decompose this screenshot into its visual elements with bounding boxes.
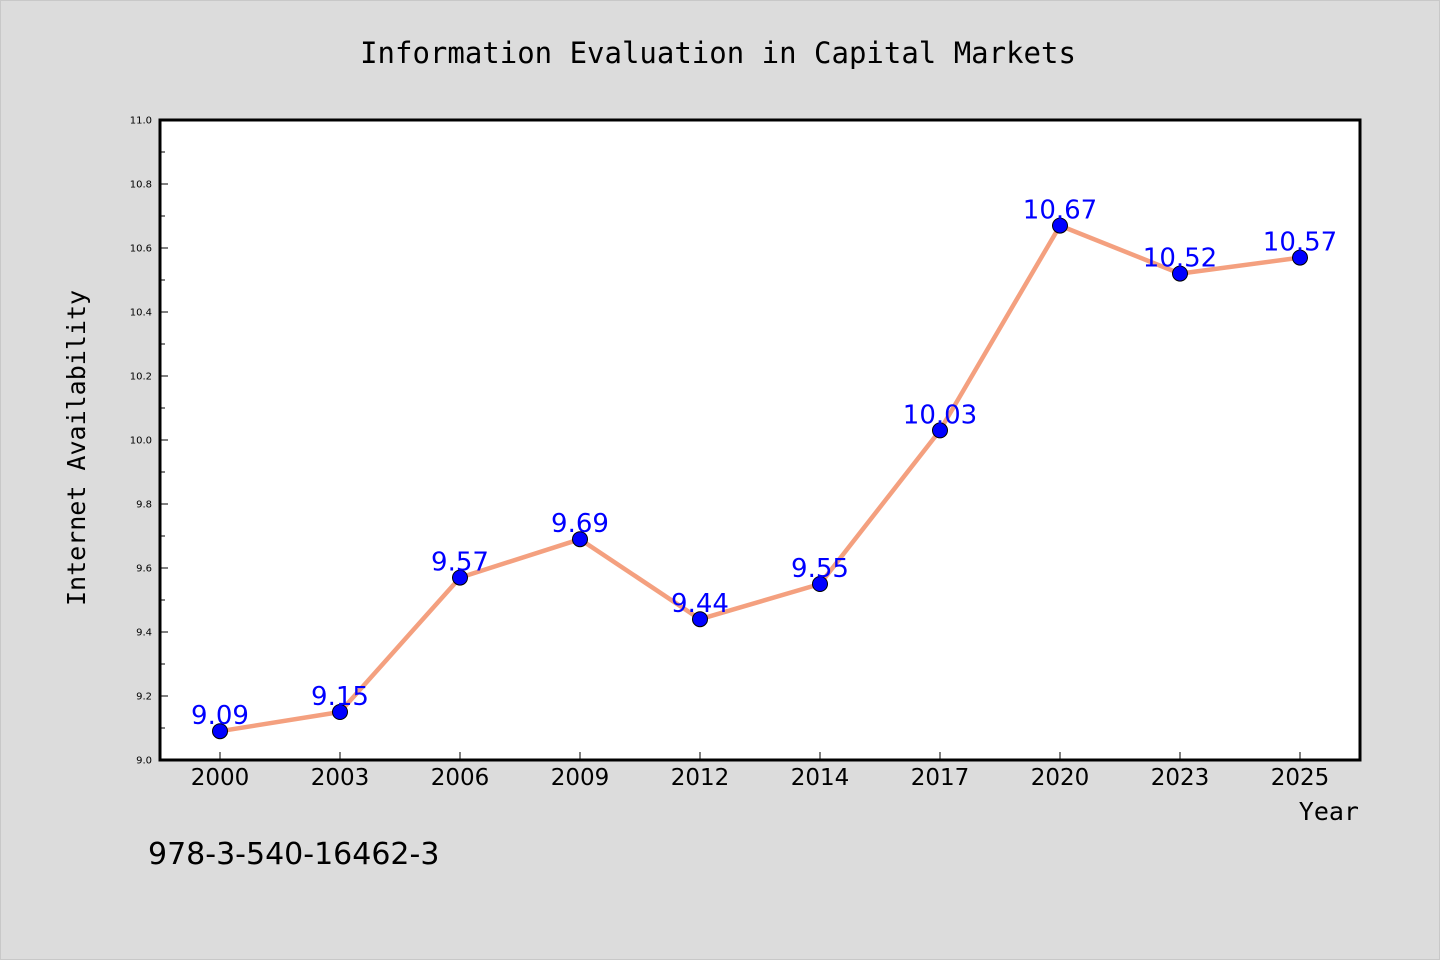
data-point-label: 10.57 [1263, 228, 1337, 258]
y-tick-label: 9.2 [136, 692, 152, 703]
y-tick-label: 10.2 [130, 372, 152, 383]
y-axis-label: Internet Availability [62, 290, 91, 606]
data-point-marker [812, 576, 828, 592]
data-point-marker [932, 422, 948, 439]
data-point-marker [332, 704, 348, 720]
data-point-label: 9.55 [791, 554, 849, 584]
x-axis-label: Year [1299, 797, 1359, 826]
data-point-label: 9.57 [431, 548, 489, 578]
x-tick-label: 2017 [911, 765, 970, 791]
x-tick-label: 2023 [1151, 765, 1210, 791]
x-tick-label: 2020 [1031, 765, 1090, 791]
data-point-label: 9.15 [311, 682, 369, 712]
x-tick-label: 2012 [671, 765, 730, 791]
data-point-marker [212, 723, 228, 740]
series-line [217, 223, 1303, 734]
data-point-marker [572, 531, 588, 548]
data-point-label: 10.03 [903, 400, 977, 430]
x-axis-ticks: 2000 2003 2006 2009 2012 2014 2017 2020 2023 2025 [191, 752, 1330, 791]
data-point-label: 9.69 [551, 509, 609, 539]
x-tick-label: 2006 [431, 765, 490, 791]
y-tick-label: 9.0 [136, 756, 152, 767]
chart-title: Information Evaluation in Capital Market… [360, 36, 1076, 70]
data-point-marker [452, 569, 468, 586]
data-point-marker [692, 611, 708, 628]
y-tick-label: 10.4 [130, 308, 152, 319]
data-point-marker [1292, 249, 1308, 266]
isbn-annotation: 978-3-540-16462-3 [148, 837, 439, 872]
y-tick-label: 9.6 [136, 564, 152, 575]
y-tick-label: 9.8 [136, 500, 152, 511]
x-tick-label: 2025 [1271, 765, 1330, 791]
y-tick-label: 11.0 [130, 116, 152, 127]
data-point-label: 10.52 [1143, 244, 1217, 274]
data-point-label: 10.67 [1023, 196, 1097, 226]
y-axis-ticks: 9.0 9.2 9.4 9.6 9.8 10.0 10.2 10.4 10.6 10.8 11.0 [130, 116, 168, 767]
y-tick-label: 10.8 [130, 180, 152, 191]
x-tick-label: 2009 [551, 765, 610, 791]
series-layer: 9.09 9.15 9.57 9.69 9.44 9.55 10.03 10.67 10.52 1… [191, 196, 1337, 740]
plot-area [160, 120, 1360, 760]
x-tick-label: 2000 [191, 765, 250, 791]
plot-frame [158, 118, 1362, 762]
x-tick-label: 2014 [791, 765, 850, 791]
data-point-label: 9.44 [671, 589, 729, 619]
data-point-marker [1172, 265, 1188, 282]
y-tick-label: 10.6 [130, 244, 152, 255]
x-tick-label: 2003 [311, 765, 370, 791]
data-point-label: 9.09 [191, 701, 249, 731]
data-point-marker [1052, 217, 1068, 234]
y-tick-label: 9.4 [136, 628, 152, 639]
y-tick-label: 10.0 [130, 436, 152, 447]
